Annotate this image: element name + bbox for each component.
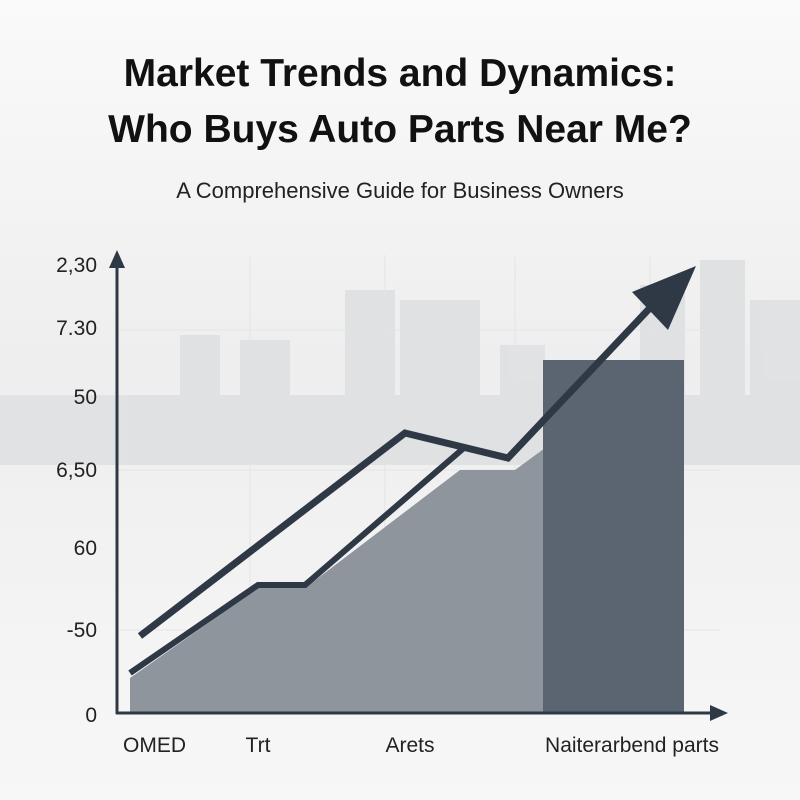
x-label: Arets	[385, 734, 434, 757]
title: Who Buys Auto Parts Near Me?	[108, 108, 692, 151]
y-label: 60	[74, 537, 97, 560]
axis-arrow	[710, 705, 728, 721]
axis-arrow	[109, 250, 125, 268]
subtitle: A Comprehensive Guide for Business Owner…	[176, 178, 624, 203]
y-label: 2,30	[56, 254, 97, 277]
axes	[115, 262, 716, 715]
trend-line	[137, 289, 668, 639]
title: Market Trends and Dynamics:	[124, 52, 677, 95]
line	[128, 444, 467, 676]
x-label: Trt	[246, 734, 271, 757]
x-label: OMED	[123, 734, 186, 757]
y-label: 7.30	[56, 317, 97, 340]
y-label: 50	[74, 386, 97, 409]
area	[130, 448, 545, 713]
arrow-head	[632, 266, 696, 330]
y-label: -50	[67, 619, 97, 642]
x-label: Naiterarbend parts	[545, 734, 719, 757]
bar	[543, 360, 684, 713]
y-label: 0	[85, 704, 97, 727]
y-label: 6,50	[56, 459, 97, 482]
